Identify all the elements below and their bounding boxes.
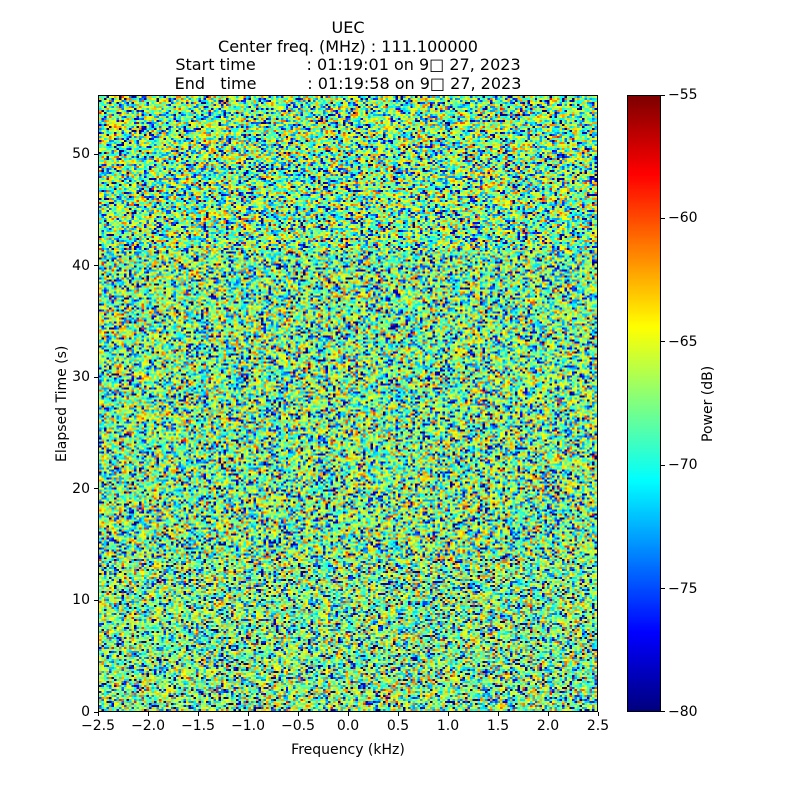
colorbar-tick-label: −75 xyxy=(668,580,698,597)
y-tick-mark xyxy=(94,599,98,601)
x-tick-mark xyxy=(397,712,399,716)
x-tick-mark xyxy=(497,712,499,716)
start-time-line: Start time : 01:19:01 on 9□ 27, 2023 xyxy=(175,55,521,74)
y-tick-label: 50 xyxy=(72,146,90,163)
x-tick-label: −1.5 xyxy=(181,718,215,734)
colorbar-tick-label: −65 xyxy=(668,333,698,350)
colorbar-gradient xyxy=(628,96,660,711)
colorbar-tick-label: −80 xyxy=(668,704,698,720)
y-tick-label: 30 xyxy=(72,369,90,386)
y-tick-mark xyxy=(94,265,98,267)
x-tick-label: 1.0 xyxy=(436,718,460,734)
title-text: UEC xyxy=(331,18,365,37)
x-tick-label: 0.0 xyxy=(336,718,360,734)
colorbar xyxy=(627,95,661,712)
y-tick-mark xyxy=(94,153,98,155)
y-axis-label: Elapsed Time (s) xyxy=(54,345,70,462)
x-tick-mark xyxy=(297,712,299,716)
colorbar-tick-mark xyxy=(661,464,665,466)
x-tick-label: 2.5 xyxy=(586,718,610,734)
y-tick-mark xyxy=(94,711,98,713)
colorbar-tick-mark xyxy=(661,341,665,343)
x-tick-mark xyxy=(547,712,549,716)
x-tick-mark xyxy=(347,712,349,716)
center-frequency-line: Center freq. (MHz) : 111.100000 xyxy=(218,36,478,56)
colorbar-label: Power (dB) xyxy=(700,365,716,442)
x-tick-label: −1.0 xyxy=(231,718,265,734)
colorbar-tick-label: −60 xyxy=(668,210,698,227)
y-tick-label: 40 xyxy=(72,257,90,274)
colorbar-tick-mark xyxy=(661,588,665,590)
spectrogram-plot-area xyxy=(98,95,598,712)
colorbar-tick-mark xyxy=(661,94,665,96)
x-tick-label: 1.5 xyxy=(486,718,510,734)
x-tick-mark xyxy=(597,712,599,716)
y-tick-label: 10 xyxy=(72,592,90,609)
colorbar-tick-label: −55 xyxy=(668,87,698,103)
colorbar-tick-mark xyxy=(661,710,665,712)
x-tick-label: −2.0 xyxy=(131,718,165,734)
end-time-line: End time : 01:19:58 on 9□ 27, 2023 xyxy=(174,73,522,93)
y-tick-label: 20 xyxy=(72,480,90,497)
y-tick-mark xyxy=(94,488,98,490)
x-tick-label: 2.0 xyxy=(536,718,560,734)
x-tick-label: −2.5 xyxy=(81,718,115,734)
x-tick-mark xyxy=(197,712,199,716)
x-tick-mark xyxy=(447,712,449,716)
x-axis-label: Frequency (kHz) xyxy=(291,742,405,758)
colorbar-tick-label: −70 xyxy=(668,457,698,474)
spectrogram-heatmap xyxy=(99,96,597,711)
x-tick-label: −0.5 xyxy=(281,718,315,734)
x-tick-mark xyxy=(147,712,149,716)
x-tick-mark xyxy=(247,712,249,716)
y-tick-mark xyxy=(94,376,98,378)
x-tick-mark xyxy=(97,712,99,716)
figure-title: UEC Center freq. (MHz) : 111.100000 Star… xyxy=(98,18,598,93)
colorbar-tick-mark xyxy=(661,217,665,219)
x-tick-label: 0.5 xyxy=(386,718,410,734)
y-tick-label: 0 xyxy=(81,704,90,720)
